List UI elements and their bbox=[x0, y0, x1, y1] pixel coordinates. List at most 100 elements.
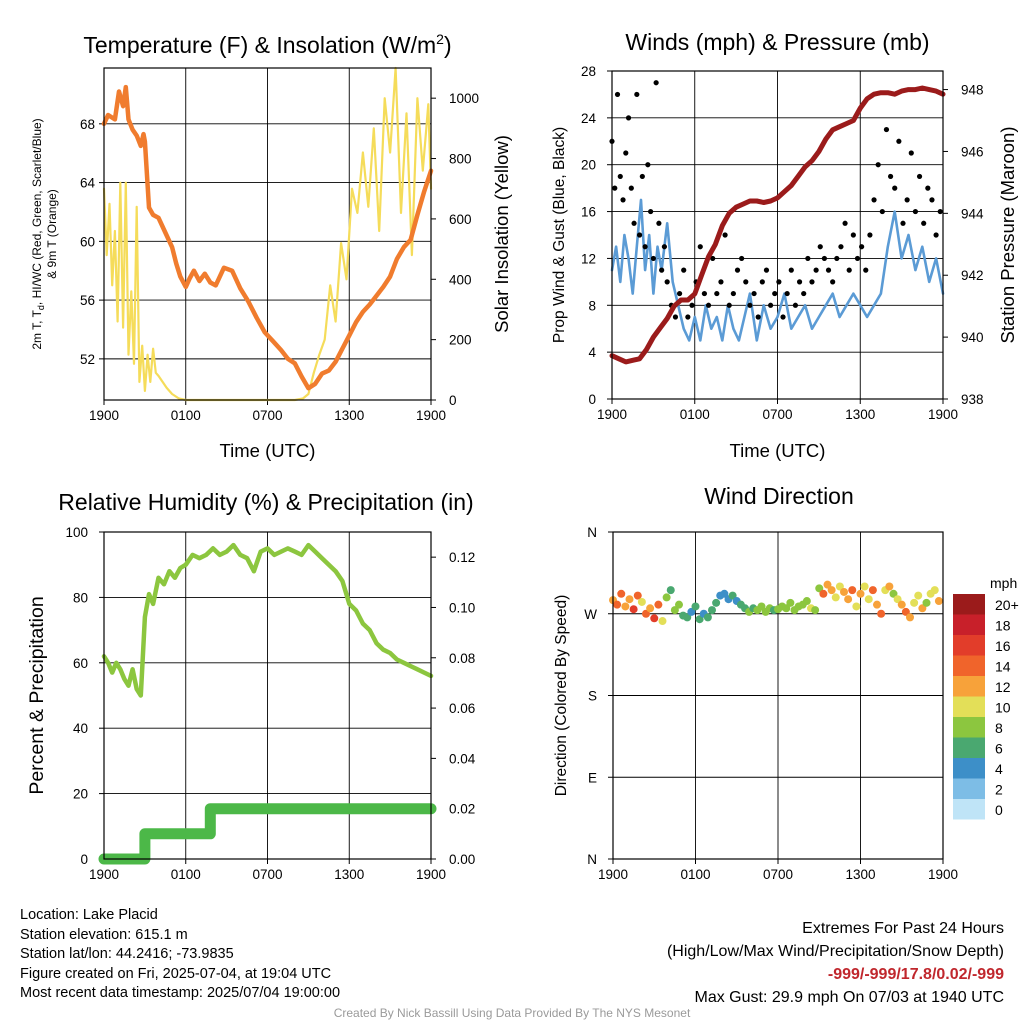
gust-point bbox=[875, 162, 881, 168]
gust-point bbox=[751, 290, 757, 297]
gust-point bbox=[912, 208, 919, 215]
gust-point bbox=[689, 302, 695, 308]
gust-point bbox=[755, 314, 761, 320]
y2-tick-label: 800 bbox=[449, 152, 472, 167]
gust-point bbox=[842, 220, 848, 226]
y-tick-label: N bbox=[587, 525, 597, 540]
gust-point bbox=[830, 279, 836, 285]
recent-data-timestamp: Most recent data timestamp: 2025/07/04 1… bbox=[20, 985, 341, 1001]
y-tick-label: 0 bbox=[588, 392, 596, 407]
y-tick-label: 20 bbox=[581, 158, 596, 173]
y2-tick-label: 400 bbox=[449, 272, 472, 287]
y2-axis-label: Station Pressure (Maroon) bbox=[997, 127, 1018, 344]
gust-point bbox=[850, 232, 856, 238]
gust-point bbox=[813, 267, 819, 273]
direction-point bbox=[621, 602, 630, 611]
x-tick-label: 1900 bbox=[416, 408, 446, 423]
y-tick-label: 64 bbox=[80, 176, 96, 191]
direction-point bbox=[922, 598, 931, 607]
y-tick-label: 0 bbox=[80, 852, 88, 867]
gust-point bbox=[642, 244, 648, 250]
gust-point bbox=[925, 185, 931, 191]
y-tick-label: 16 bbox=[581, 205, 596, 220]
legend-swatch bbox=[953, 696, 985, 717]
x-tick-label: 1300 bbox=[845, 407, 875, 422]
gust-point bbox=[776, 279, 782, 285]
gust-point bbox=[612, 185, 618, 191]
x-tick-label: 0700 bbox=[762, 407, 792, 422]
legend-label: 14 bbox=[995, 659, 1011, 675]
x-tick-label: 0100 bbox=[171, 867, 201, 882]
gust-point bbox=[672, 314, 679, 320]
gust-point bbox=[648, 208, 654, 215]
y-tick-label: 8 bbox=[588, 298, 596, 313]
legend-swatch bbox=[953, 799, 985, 820]
y-tick-label: 4 bbox=[588, 345, 596, 360]
y2-tick-label: 0 bbox=[449, 393, 457, 408]
direction-point bbox=[819, 589, 828, 598]
gust-point bbox=[916, 173, 923, 180]
gust-point bbox=[805, 255, 811, 262]
direction-point bbox=[860, 582, 869, 591]
gust-point bbox=[817, 244, 823, 250]
plot-border bbox=[103, 67, 432, 401]
x-tick-label: 1900 bbox=[89, 408, 119, 423]
legend-swatch bbox=[953, 676, 985, 697]
y-tick-label: 24 bbox=[581, 111, 597, 126]
x-axis-label: Time (UTC) bbox=[220, 440, 316, 461]
legend-swatch bbox=[953, 737, 985, 758]
gust-point bbox=[896, 138, 902, 144]
y2-tick-label: 940 bbox=[961, 330, 984, 345]
gust-point bbox=[871, 197, 877, 203]
direction-point bbox=[642, 609, 650, 618]
direction-point bbox=[914, 591, 923, 600]
direction-point bbox=[815, 584, 824, 593]
direction-point bbox=[885, 582, 894, 591]
legend-label: 20+ bbox=[995, 597, 1019, 613]
y-tick-label: W bbox=[584, 607, 597, 622]
direction-point bbox=[910, 598, 919, 607]
legend-label: 18 bbox=[995, 618, 1011, 634]
gust-point bbox=[664, 279, 670, 285]
legend-label: 0 bbox=[995, 802, 1003, 818]
direction-point bbox=[613, 600, 622, 609]
gust-point bbox=[937, 208, 943, 215]
y2-tick-label: 0.00 bbox=[449, 852, 475, 867]
direction-point bbox=[712, 598, 721, 607]
station-latlon: Station lat/lon: 44.2416; -73.9835 bbox=[20, 946, 234, 962]
station-elevation: Station elevation: 615.1 m bbox=[20, 926, 188, 943]
direction-point bbox=[757, 602, 766, 611]
gust-point bbox=[676, 290, 683, 297]
gust-point bbox=[792, 302, 799, 308]
y-tick-label: 12 bbox=[581, 251, 596, 266]
gust-point bbox=[921, 220, 927, 226]
gust-point bbox=[614, 91, 621, 98]
legend-label: 4 bbox=[995, 761, 1003, 777]
y2-axis-label: Solar Insolation (Yellow) bbox=[491, 135, 512, 333]
y2-tick-label: 938 bbox=[961, 392, 984, 407]
gust-point bbox=[772, 290, 778, 297]
direction-point bbox=[848, 586, 857, 595]
plot-border bbox=[103, 531, 432, 860]
direction-point bbox=[934, 597, 943, 606]
direction-point bbox=[901, 607, 910, 616]
legend-swatch bbox=[953, 635, 985, 656]
gust-point bbox=[838, 244, 844, 250]
y2-tick-label: 600 bbox=[449, 212, 472, 227]
direction-point bbox=[802, 597, 811, 606]
direction-point bbox=[868, 586, 877, 595]
direction-point bbox=[930, 586, 939, 595]
y2-tick-label: 948 bbox=[961, 83, 984, 98]
x-tick-label: 1900 bbox=[928, 407, 958, 422]
y2-tick-label: 200 bbox=[449, 333, 472, 348]
gust-point bbox=[634, 91, 640, 98]
direction-point bbox=[703, 613, 712, 622]
direction-point bbox=[637, 597, 646, 606]
direction-point bbox=[666, 586, 675, 595]
y-tick-label: 28 bbox=[581, 64, 596, 79]
humidity-line bbox=[101, 542, 434, 698]
gust-point bbox=[631, 220, 637, 226]
gust-point bbox=[636, 232, 643, 238]
x-tick-label: 1900 bbox=[928, 867, 958, 882]
